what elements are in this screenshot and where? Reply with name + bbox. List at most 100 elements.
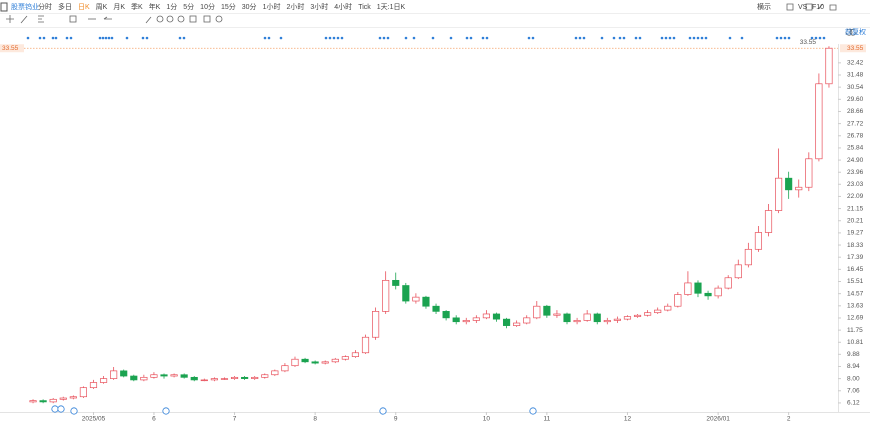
- timeframe-tab[interactable]: 5分: [183, 2, 194, 11]
- event-marker[interactable]: [783, 36, 787, 40]
- event-marker[interactable]: [328, 36, 332, 40]
- event-marker[interactable]: [38, 36, 42, 40]
- event-marker[interactable]: [65, 36, 69, 40]
- timeframe-tab[interactable]: 30分: [242, 2, 257, 11]
- event-marker[interactable]: [110, 36, 114, 40]
- hide-tool[interactable]: [189, 15, 197, 23]
- undo-redo[interactable]: [845, 28, 857, 36]
- lock-tool[interactable]: [177, 15, 185, 23]
- event-marker[interactable]: [578, 36, 582, 40]
- event-badge[interactable]: [70, 407, 78, 415]
- event-marker[interactable]: [779, 36, 783, 40]
- timeframe-tab[interactable]: 周K: [96, 3, 108, 11]
- shape-tool[interactable]: [69, 15, 77, 23]
- event-marker[interactable]: [340, 36, 344, 40]
- event-badge[interactable]: [57, 405, 65, 413]
- event-marker[interactable]: [431, 36, 435, 40]
- event-marker[interactable]: [696, 36, 700, 40]
- pen-tool[interactable]: [145, 16, 152, 24]
- crosshair-tool[interactable]: [6, 15, 14, 23]
- settings-tool[interactable]: [215, 15, 223, 23]
- event-badge[interactable]: [162, 407, 170, 415]
- event-marker[interactable]: [740, 36, 744, 40]
- event-marker[interactable]: [481, 36, 485, 40]
- timeframe-tab[interactable]: 15分: [221, 2, 236, 11]
- event-marker[interactable]: [465, 36, 469, 40]
- timeframe-tab[interactable]: 4小时: [334, 2, 352, 11]
- timeframe-tab[interactable]: 1天:1日K: [377, 3, 406, 11]
- event-marker[interactable]: [618, 36, 622, 40]
- event-marker[interactable]: [622, 36, 626, 40]
- event-badge[interactable]: [379, 407, 387, 415]
- event-marker[interactable]: [660, 36, 664, 40]
- event-marker[interactable]: [26, 36, 30, 40]
- timeframe-tab[interactable]: 1分: [166, 2, 177, 11]
- stock-name[interactable]: 股票钨业: [11, 2, 39, 11]
- event-marker[interactable]: [107, 36, 111, 40]
- event-marker[interactable]: [141, 36, 145, 40]
- event-marker[interactable]: [672, 36, 676, 40]
- adjust-label[interactable]: 前复权: [845, 27, 866, 36]
- event-marker[interactable]: [101, 36, 105, 40]
- event-marker[interactable]: [527, 36, 531, 40]
- event-marker[interactable]: [145, 36, 149, 40]
- timeframe-tab[interactable]: 日K: [78, 3, 90, 11]
- event-marker[interactable]: [700, 36, 704, 40]
- event-marker[interactable]: [404, 36, 408, 40]
- timeframe-tab[interactable]: 10分: [200, 2, 215, 11]
- event-marker[interactable]: [449, 36, 453, 40]
- event-marker[interactable]: [336, 36, 340, 40]
- eraser-tool[interactable]: [166, 15, 174, 23]
- event-marker[interactable]: [600, 36, 604, 40]
- delete-tool[interactable]: [203, 15, 211, 23]
- event-marker[interactable]: [818, 36, 822, 40]
- annotation-tool[interactable]: [156, 15, 164, 23]
- event-marker[interactable]: [267, 36, 271, 40]
- event-badge[interactable]: [529, 407, 537, 415]
- event-marker[interactable]: [263, 36, 267, 40]
- event-marker[interactable]: [638, 36, 642, 40]
- event-marker[interactable]: [386, 36, 390, 40]
- event-marker[interactable]: [104, 36, 108, 40]
- event-marker[interactable]: [51, 36, 55, 40]
- timeframe-tab[interactable]: 多日: [58, 2, 72, 11]
- arrow-tool[interactable]: [103, 16, 112, 20]
- timeframe-tab[interactable]: 3小时: [310, 2, 328, 11]
- event-marker[interactable]: [412, 36, 416, 40]
- event-marker[interactable]: [612, 36, 616, 40]
- toolbar-button[interactable]: F10: [812, 4, 824, 11]
- timeframe-tab[interactable]: 分时: [38, 2, 52, 11]
- event-marker[interactable]: [668, 36, 672, 40]
- event-marker[interactable]: [182, 36, 186, 40]
- timeframe-tab[interactable]: 季K: [131, 2, 143, 11]
- event-marker[interactable]: [378, 36, 382, 40]
- event-marker[interactable]: [787, 36, 791, 40]
- event-marker[interactable]: [42, 36, 46, 40]
- event-marker[interactable]: [54, 36, 58, 40]
- timeframe-tab[interactable]: Tick: [358, 4, 371, 11]
- event-marker[interactable]: [582, 36, 586, 40]
- event-marker[interactable]: [822, 36, 826, 40]
- event-marker[interactable]: [531, 36, 535, 40]
- sidebar-toggle[interactable]: [0, 2, 8, 12]
- event-marker[interactable]: [810, 36, 814, 40]
- event-marker[interactable]: [382, 36, 386, 40]
- event-marker[interactable]: [125, 36, 129, 40]
- event-badge[interactable]: [51, 405, 59, 413]
- line-tool[interactable]: [20, 15, 28, 24]
- event-marker[interactable]: [688, 36, 692, 40]
- timeframe-tab[interactable]: 年K: [149, 2, 161, 11]
- event-marker[interactable]: [664, 36, 668, 40]
- event-marker[interactable]: [485, 36, 489, 40]
- event-marker[interactable]: [728, 36, 732, 40]
- event-marker[interactable]: [324, 36, 328, 40]
- event-marker[interactable]: [332, 36, 336, 40]
- toolbar-button[interactable]: VS: [798, 4, 808, 11]
- event-marker[interactable]: [692, 36, 696, 40]
- event-marker[interactable]: [775, 36, 779, 40]
- fib-tool[interactable]: [38, 15, 44, 23]
- timeframe-tab[interactable]: 2小时: [286, 2, 304, 11]
- event-marker[interactable]: [69, 36, 73, 40]
- timeframe-tab[interactable]: 月K: [113, 3, 125, 11]
- event-marker[interactable]: [574, 36, 578, 40]
